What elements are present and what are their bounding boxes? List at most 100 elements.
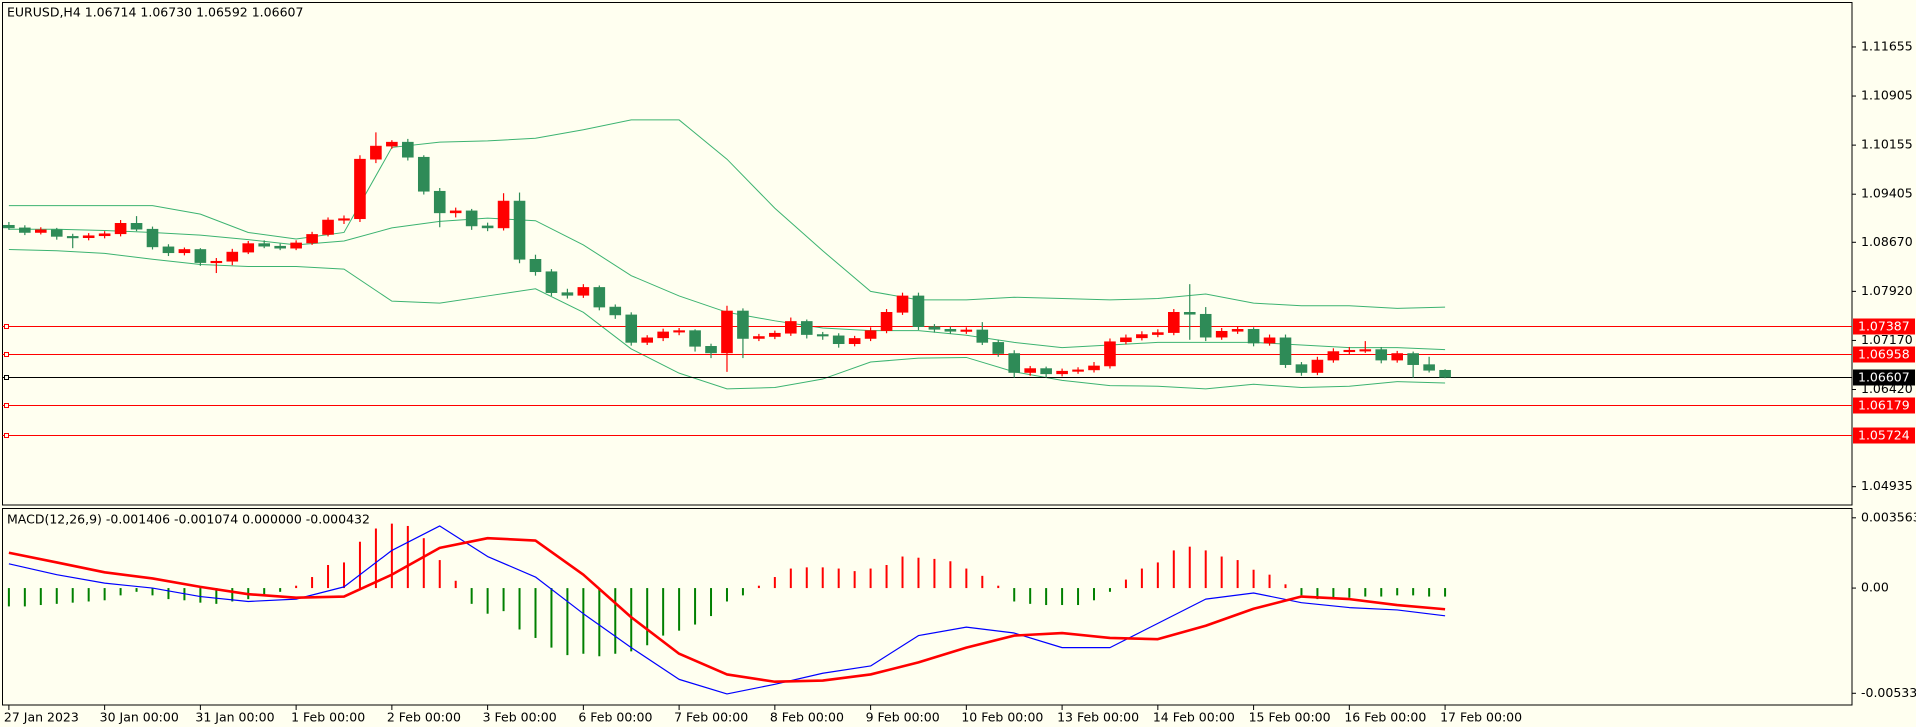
candle-body (1199, 313, 1212, 338)
candle-body (1104, 341, 1116, 367)
candle-body (34, 229, 47, 233)
candle-body (705, 346, 717, 354)
candle-body (1375, 349, 1388, 361)
x-tick-label: 9 Feb 00:00 (866, 710, 940, 725)
y-tick-label: 1.09405 (1861, 186, 1913, 201)
candle-body (66, 236, 79, 239)
x-tick-label: 10 Feb 00:00 (961, 710, 1043, 725)
macd-panel (2, 508, 1853, 706)
candle-body (864, 330, 877, 339)
level-label-box (1853, 397, 1915, 414)
candle-body (1008, 353, 1021, 373)
x-tick-label: 13 Feb 00:00 (1057, 710, 1139, 725)
candle-body (928, 326, 941, 330)
candle-body (1247, 329, 1260, 344)
candle-body (529, 259, 542, 273)
chart-title: EURUSD,H4 1.06714 1.06730 1.06592 1.0660… (7, 5, 303, 20)
y-tick-label: 1.11655 (1861, 38, 1913, 53)
candle-body (465, 210, 478, 227)
level-label-box (1853, 346, 1915, 363)
x-tick-label: 2 Feb 00:00 (387, 710, 461, 725)
candle-body (609, 306, 622, 316)
x-tick-label: 27 Jan 2023 (4, 710, 79, 725)
candle-body (210, 260, 223, 264)
level-anchor (4, 352, 9, 357)
candle-body (19, 227, 31, 233)
candle-body (657, 331, 669, 339)
candle-body (1136, 334, 1148, 339)
level-label: 1.06958 (1858, 347, 1910, 362)
candle-body (433, 190, 446, 214)
level-label-box (1853, 427, 1915, 444)
x-tick-label: 14 Feb 00:00 (1153, 710, 1235, 725)
candle-body (1439, 369, 1451, 378)
candle-body (481, 225, 494, 229)
candle-body (1072, 369, 1084, 372)
candle-body (1279, 337, 1292, 365)
x-tick-label: 1 Feb 00:00 (291, 710, 365, 725)
candle-body (114, 223, 127, 235)
candle-body (306, 234, 318, 244)
candle-body (641, 337, 653, 343)
candle-body (1295, 364, 1308, 373)
y-tick-label: 1.08670 (1861, 234, 1913, 249)
level-label: 1.07387 (1858, 319, 1910, 334)
candle-body (194, 249, 207, 263)
y-tick-label: 1.07920 (1861, 283, 1913, 298)
candle-body (832, 335, 845, 345)
level-anchor (4, 433, 9, 438)
price-panel (2, 2, 1853, 506)
y-tick-label: 1.10155 (1861, 137, 1913, 152)
candle-body (386, 141, 398, 147)
candle-body (769, 332, 781, 337)
candle-body (50, 229, 63, 237)
candle-body (226, 251, 239, 262)
signal-line (8, 536, 1446, 684)
x-tick-label: 7 Feb 00:00 (674, 710, 748, 725)
candle-body (1423, 364, 1435, 371)
candle-body (162, 246, 175, 254)
y-tick-label: -0.005336 (1861, 685, 1916, 700)
candle-body (896, 295, 909, 313)
x-tick-label: 17 Feb 00:00 (1440, 710, 1522, 725)
candle-body (1311, 359, 1324, 373)
candle-body (960, 329, 973, 332)
candle-body (1391, 353, 1404, 361)
y-tick-label: 0.003563 (1861, 509, 1916, 524)
candle-body (625, 314, 638, 343)
candle-body (370, 145, 382, 160)
candle-body (274, 245, 286, 249)
candle-body (1343, 349, 1356, 353)
candle-body (1040, 368, 1052, 375)
candle-body (130, 223, 143, 230)
candle-body (593, 287, 606, 308)
candle-body (1359, 349, 1372, 352)
x-tick-label: 15 Feb 00:00 (1249, 710, 1331, 725)
candle-body (737, 310, 749, 339)
candle-body (673, 330, 685, 333)
candle-body (577, 287, 590, 296)
candle-body (912, 295, 925, 327)
candle-body (497, 200, 510, 229)
candle-body (1056, 370, 1068, 375)
candle-body (449, 210, 462, 214)
candle-body (1120, 337, 1132, 343)
candle-body (992, 342, 1005, 354)
level-anchor (4, 324, 9, 329)
candle-body (1407, 353, 1419, 365)
bollinger-band (8, 248, 1446, 390)
macd-line (8, 525, 1446, 695)
candle-body (944, 329, 957, 332)
candle-body (561, 292, 574, 296)
y-tick-label: 1.04935 (1861, 478, 1913, 493)
candle-body (1183, 312, 1196, 315)
level-anchor (4, 403, 9, 408)
candle-body (545, 271, 558, 293)
candle-body (721, 310, 733, 354)
level-label-box (1853, 318, 1915, 335)
x-tick-label: 31 Jan 00:00 (195, 710, 274, 725)
candle-body (816, 334, 829, 337)
candle-body (290, 242, 302, 249)
